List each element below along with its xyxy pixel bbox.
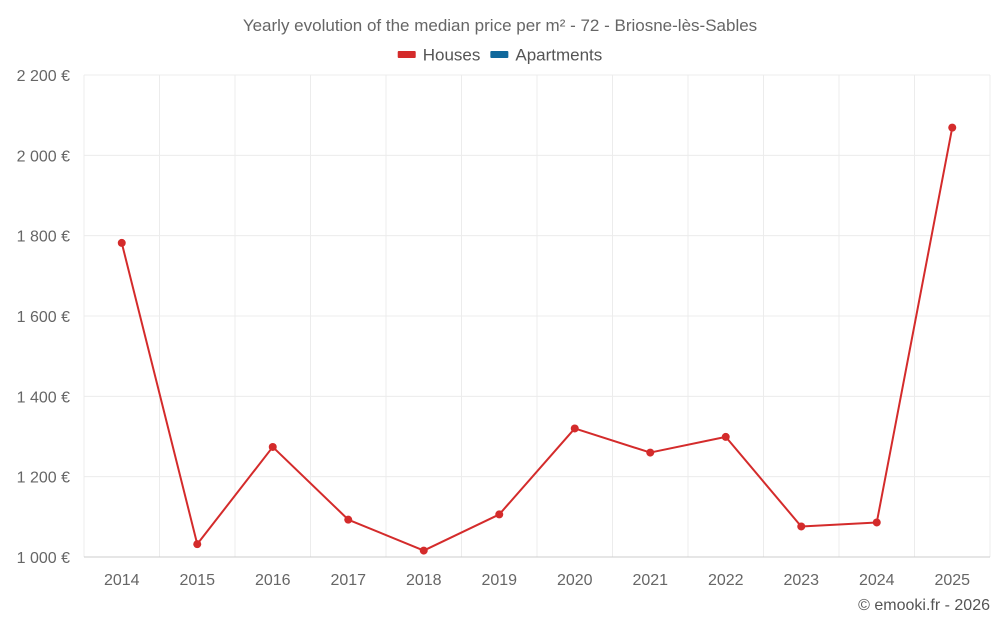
y-tick-label: 1 800 € xyxy=(17,229,70,246)
x-tick-label: 2016 xyxy=(255,572,291,589)
legend-item[interactable]: Apartments xyxy=(490,45,602,64)
x-axis: 2014 2015 2016 2017 2018 2019 2020 2021 2022 2023… xyxy=(104,572,970,589)
x-tick-label: 2014 xyxy=(104,572,140,589)
data-point[interactable] xyxy=(721,432,730,441)
data-point[interactable] xyxy=(646,448,655,457)
x-tick-label: 2025 xyxy=(934,572,970,589)
legend-item[interactable]: Houses xyxy=(397,45,481,64)
y-tick-label: 1 000 € xyxy=(17,550,70,567)
x-tick-label: 2017 xyxy=(330,572,366,589)
data-point[interactable] xyxy=(797,522,806,531)
y-tick-label: 1 600 € xyxy=(17,309,70,326)
data-point[interactable] xyxy=(495,510,504,519)
x-tick-label: 2019 xyxy=(481,572,517,589)
legend-label: Houses xyxy=(423,45,481,64)
y-tick-label: 1 400 € xyxy=(17,389,70,406)
x-tick-label: 2024 xyxy=(859,572,895,589)
x-tick-label: 2022 xyxy=(708,572,744,589)
x-tick-label: 2021 xyxy=(632,572,668,589)
y-tick-label: 2 000 € xyxy=(17,148,70,165)
legend-swatch xyxy=(397,51,416,58)
x-tick-label: 2020 xyxy=(557,572,593,589)
data-point[interactable] xyxy=(117,238,126,247)
y-tick-label: 2 200 € xyxy=(17,68,70,85)
y-tick-label: 1 200 € xyxy=(17,470,70,487)
data-point[interactable] xyxy=(419,546,428,555)
data-point[interactable] xyxy=(344,515,353,524)
grid-lines xyxy=(83,74,991,558)
x-tick-label: 2018 xyxy=(406,572,442,589)
x-tick-label: 2023 xyxy=(783,572,819,589)
data-point[interactable] xyxy=(268,442,277,451)
data-point[interactable] xyxy=(570,424,579,433)
credit-text: © emooki.fr - 2026 xyxy=(858,597,990,614)
data-point[interactable] xyxy=(872,518,881,527)
x-tick-label: 2015 xyxy=(179,572,215,589)
legend-swatch xyxy=(490,51,509,58)
data-point[interactable] xyxy=(948,123,957,132)
plot-area xyxy=(117,123,957,555)
legend: Houses Apartments xyxy=(397,45,602,64)
data-point[interactable] xyxy=(193,540,202,549)
y-axis: 1 000 € 1 200 € 1 400 € 1 600 € 1 800 € 2 000… xyxy=(17,68,70,567)
chart-title: Yearly evolution of the median price per… xyxy=(243,16,757,35)
legend-label: Apartments xyxy=(515,45,602,64)
series-line-houses xyxy=(120,127,954,552)
